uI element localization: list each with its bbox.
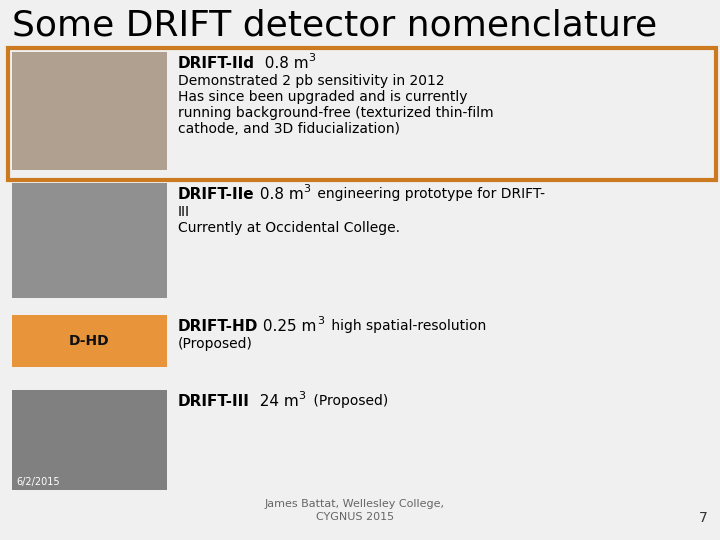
Text: Demonstrated 2 pb sensitivity in 2012: Demonstrated 2 pb sensitivity in 2012 [178,74,445,88]
Bar [8,48,716,180]
Text: 6/2/2015: 6/2/2015 [16,477,60,487]
Text: DRIFT-III: DRIFT-III [178,394,250,409]
Bar [12,52,167,170]
Text: 0.25 m: 0.25 m [258,319,317,334]
Text: cathode, and 3D fiducialization): cathode, and 3D fiducialization) [178,122,400,136]
Bar [12,390,167,490]
Text: 3: 3 [317,316,324,326]
Text: (Proposed): (Proposed) [309,394,388,408]
Text: engineering prototype for DRIFT-: engineering prototype for DRIFT- [313,187,545,201]
Text: 0.8 m: 0.8 m [255,187,303,202]
Text: 7: 7 [699,511,708,525]
Text: 24 m: 24 m [250,394,299,409]
Text: DRIFT-HD: DRIFT-HD [178,319,258,334]
Text: Some DRIFT detector nomenclature: Some DRIFT detector nomenclature [12,8,657,42]
Text: Currently at Occidental College.: Currently at Occidental College. [178,221,400,235]
Bar [12,183,167,298]
Text: (Proposed): (Proposed) [178,337,253,351]
Text: 3: 3 [299,391,305,401]
Text: III: III [178,205,190,219]
Text: James Battat, Wellesley College,
CYGNUS 2015: James Battat, Wellesley College, CYGNUS … [265,499,445,522]
Text: DRIFT-IId: DRIFT-IId [178,56,255,71]
Text: DRIFT-IIe: DRIFT-IIe [178,187,255,202]
Text: Has since been upgraded and is currently: Has since been upgraded and is currently [178,90,467,104]
Text: 3: 3 [303,184,310,194]
Text: high spatial-resolution: high spatial-resolution [327,319,486,333]
Text: 0.8 m: 0.8 m [255,56,309,71]
Text: 3: 3 [309,53,315,63]
Text: running background-free (texturized thin-film: running background-free (texturized thin… [178,106,494,120]
Bar [12,315,167,367]
Text: D-HD: D-HD [69,334,110,348]
